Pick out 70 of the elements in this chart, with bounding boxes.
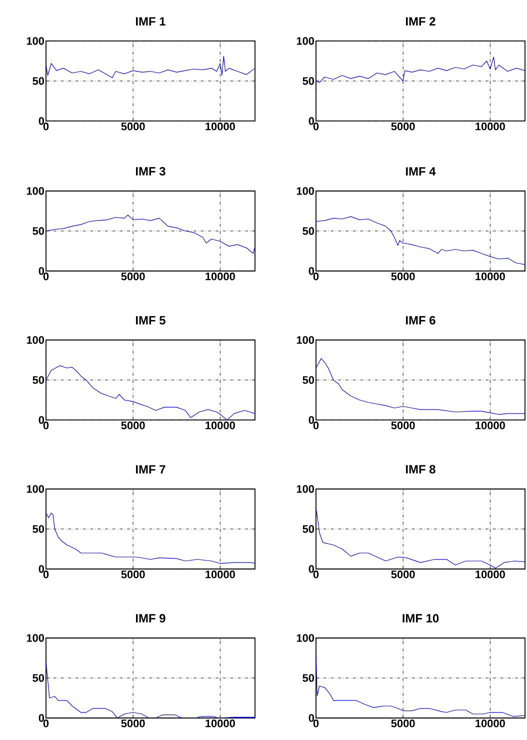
x-tick-label: 10000	[476, 122, 505, 130]
y-tick-label: 0	[308, 565, 314, 573]
x-tick-label: 5000	[121, 720, 145, 728]
x-tick-label: 5000	[121, 570, 145, 578]
y-tick-label: 0	[308, 267, 314, 275]
x-tick-label: 5000	[391, 422, 415, 430]
line-series	[46, 365, 255, 420]
line-series	[46, 214, 255, 254]
x-tick-label: 10000	[476, 422, 505, 430]
y-tick-label: 100	[296, 37, 314, 45]
chart-title: IMF 4	[406, 167, 436, 176]
y-tick-label: 0	[308, 416, 314, 424]
y-tick-label: 50	[32, 227, 44, 235]
y-tick-label: 100	[296, 187, 314, 195]
y-tick-label: 0	[308, 117, 314, 125]
x-tick-label: 10000	[206, 720, 235, 728]
y-tick-label: 50	[302, 376, 314, 384]
y-tick-label: 100	[26, 634, 44, 642]
x-tick-label: 5000	[121, 272, 145, 280]
y-tick-label: 50	[32, 376, 44, 384]
y-tick-label: 0	[38, 565, 44, 573]
y-tick-label: 50	[302, 77, 314, 85]
x-tick-label: 5000	[391, 720, 415, 728]
y-tick-label: 100	[26, 187, 44, 195]
line-series	[316, 358, 525, 415]
x-tick-label: 5000	[121, 422, 145, 430]
x-tick-label: 10000	[206, 422, 235, 430]
x-tick-label: 10000	[206, 272, 235, 280]
y-tick-label: 50	[302, 525, 314, 533]
y-tick-label: 100	[296, 634, 314, 642]
y-tick-label: 50	[302, 227, 314, 235]
chart-title: IMF 6	[406, 316, 436, 324]
y-tick-label: 100	[296, 485, 314, 493]
y-tick-label: 50	[32, 77, 44, 85]
y-tick-label: 100	[26, 37, 44, 45]
x-tick-label: 10000	[206, 122, 235, 130]
y-tick-label: 50	[302, 674, 314, 682]
x-tick-label: 5000	[121, 122, 145, 130]
chart-title: IMF 8	[406, 465, 436, 474]
y-tick-label: 0	[308, 714, 314, 722]
x-tick-label: 5000	[391, 272, 415, 280]
chart-title: IMF 1	[136, 17, 166, 26]
x-tick-label: 10000	[476, 272, 505, 280]
line-series	[316, 216, 525, 265]
y-tick-label: 50	[32, 674, 44, 682]
chart-title: IMF 10	[402, 614, 439, 622]
line-series	[46, 662, 255, 718]
x-tick-label: 10000	[206, 570, 235, 578]
chart-title: IMF 7	[136, 465, 166, 474]
y-tick-label: 0	[38, 117, 44, 125]
y-tick-label: 100	[26, 485, 44, 493]
x-tick-label: 10000	[476, 720, 505, 728]
y-tick-label: 0	[38, 416, 44, 424]
chart-title: IMF 2	[406, 17, 436, 26]
y-tick-label: 100	[296, 336, 314, 344]
line-series	[316, 56, 525, 83]
y-tick-label: 50	[32, 525, 44, 533]
chart-title: IMF 5	[136, 316, 166, 324]
x-tick-label: 5000	[391, 570, 415, 578]
line-series	[46, 56, 255, 78]
line-series	[46, 512, 255, 564]
x-tick-label: 5000	[391, 122, 415, 130]
line-series	[316, 508, 525, 568]
y-tick-label: 0	[38, 267, 44, 275]
y-tick-label: 100	[26, 336, 44, 344]
y-tick-label: 0	[38, 714, 44, 722]
chart-title: IMF 3	[136, 167, 166, 176]
line-series	[316, 655, 525, 717]
x-tick-label: 10000	[476, 570, 505, 578]
chart-title: IMF 9	[136, 614, 166, 622]
